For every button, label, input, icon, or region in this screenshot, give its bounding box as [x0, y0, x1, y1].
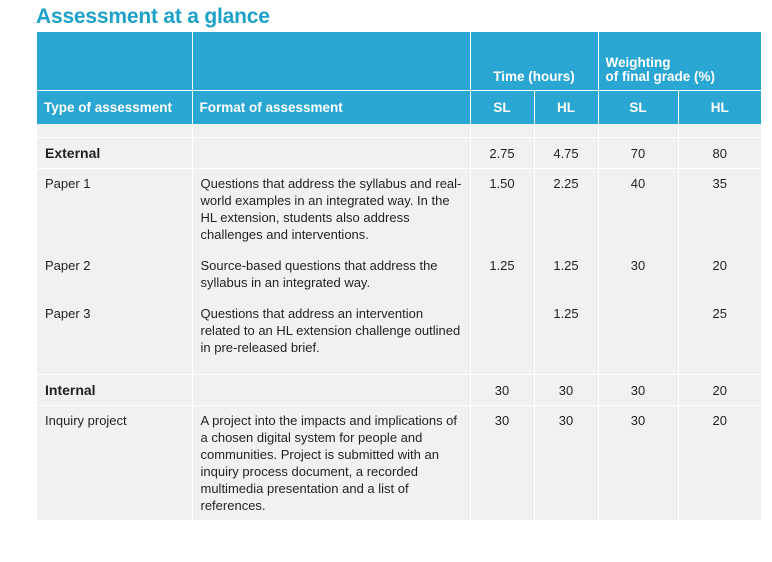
section-format-cell [191, 374, 470, 406]
table-row: Paper 1 Questions that address the sylla… [37, 168, 762, 251]
time-header: Time (hours) [469, 32, 599, 91]
header-row-top: Time (hours) Weighting of final grade (%… [37, 32, 762, 91]
weighting-sl-cell: 30 [597, 405, 679, 520]
assessment-table: Time (hours) Weighting of final grade (%… [37, 32, 762, 520]
format-cell: Source-based questions that address the … [191, 251, 470, 299]
type-cell: Paper 1 [37, 168, 192, 251]
header-blank-cell [191, 32, 470, 91]
weighting-sl-cell: 30 [597, 374, 679, 406]
section-format-cell [191, 137, 470, 169]
format-cell: Questions that address the syllabus and … [191, 168, 470, 251]
weighting-hl-cell: 20 [677, 405, 762, 520]
weighting-hl-cell: 20 [677, 374, 762, 406]
section-row-external: External 2.75 4.75 70 80 [37, 137, 762, 169]
time-sl-header: SL [469, 90, 534, 124]
time-hl-cell: 30 [533, 374, 599, 406]
weighting-sl-cell [597, 299, 679, 362]
time-sl-cell: 1.50 [469, 168, 534, 251]
section-label: External [37, 137, 192, 169]
weighting-header: Weighting of final grade (%) [597, 32, 762, 91]
time-sl-cell: 30 [469, 374, 534, 406]
time-sl-cell [469, 299, 534, 362]
type-cell: Inquiry project [37, 405, 192, 520]
weighting-hl-cell: 20 [677, 251, 762, 299]
format-cell: Questions that address an intervention r… [191, 299, 470, 362]
weighting-hl-header: HL [677, 90, 762, 124]
spacer-row [37, 124, 762, 138]
time-sl-cell: 30 [469, 405, 534, 520]
weighting-hl-cell: 80 [677, 137, 762, 169]
time-hl-cell: 2.25 [533, 168, 599, 251]
section-label: Internal [37, 374, 192, 406]
weighting-header-line1: Weighting [605, 55, 671, 70]
weighting-sl-cell: 30 [597, 251, 679, 299]
header-row-bottom: Type of assessment Format of assessment … [37, 90, 762, 124]
time-sl-cell: 1.25 [469, 251, 534, 299]
time-sl-cell: 2.75 [469, 137, 534, 169]
table-row: Paper 3 Questions that address an interv… [37, 299, 762, 362]
time-hl-cell: 4.75 [533, 137, 599, 169]
section-row-internal: Internal 30 30 30 20 [37, 374, 762, 406]
type-cell: Paper 3 [37, 299, 192, 362]
time-hl-cell: 30 [533, 405, 599, 520]
weighting-hl-cell: 25 [677, 299, 762, 362]
weighting-sl-cell: 70 [597, 137, 679, 169]
type-header: Type of assessment [37, 90, 192, 124]
type-cell: Paper 2 [37, 251, 192, 299]
weighting-hl-cell: 35 [677, 168, 762, 251]
page-title: Assessment at a glance [36, 5, 270, 28]
table-row: Inquiry project A project into the impac… [37, 405, 762, 520]
format-header: Format of assessment [191, 90, 470, 124]
format-cell: A project into the impacts and implicati… [191, 405, 470, 520]
table-row: Paper 2 Source-based questions that addr… [37, 251, 762, 299]
time-hl-cell: 1.25 [533, 299, 599, 362]
weighting-header-line2: of final grade (%) [605, 69, 716, 84]
weighting-sl-cell: 40 [597, 168, 679, 251]
header-blank-cell [37, 32, 192, 91]
weighting-sl-header: SL [597, 90, 679, 124]
time-hl-header: HL [533, 90, 599, 124]
spacer-row [37, 362, 762, 375]
time-hl-cell: 1.25 [533, 251, 599, 299]
